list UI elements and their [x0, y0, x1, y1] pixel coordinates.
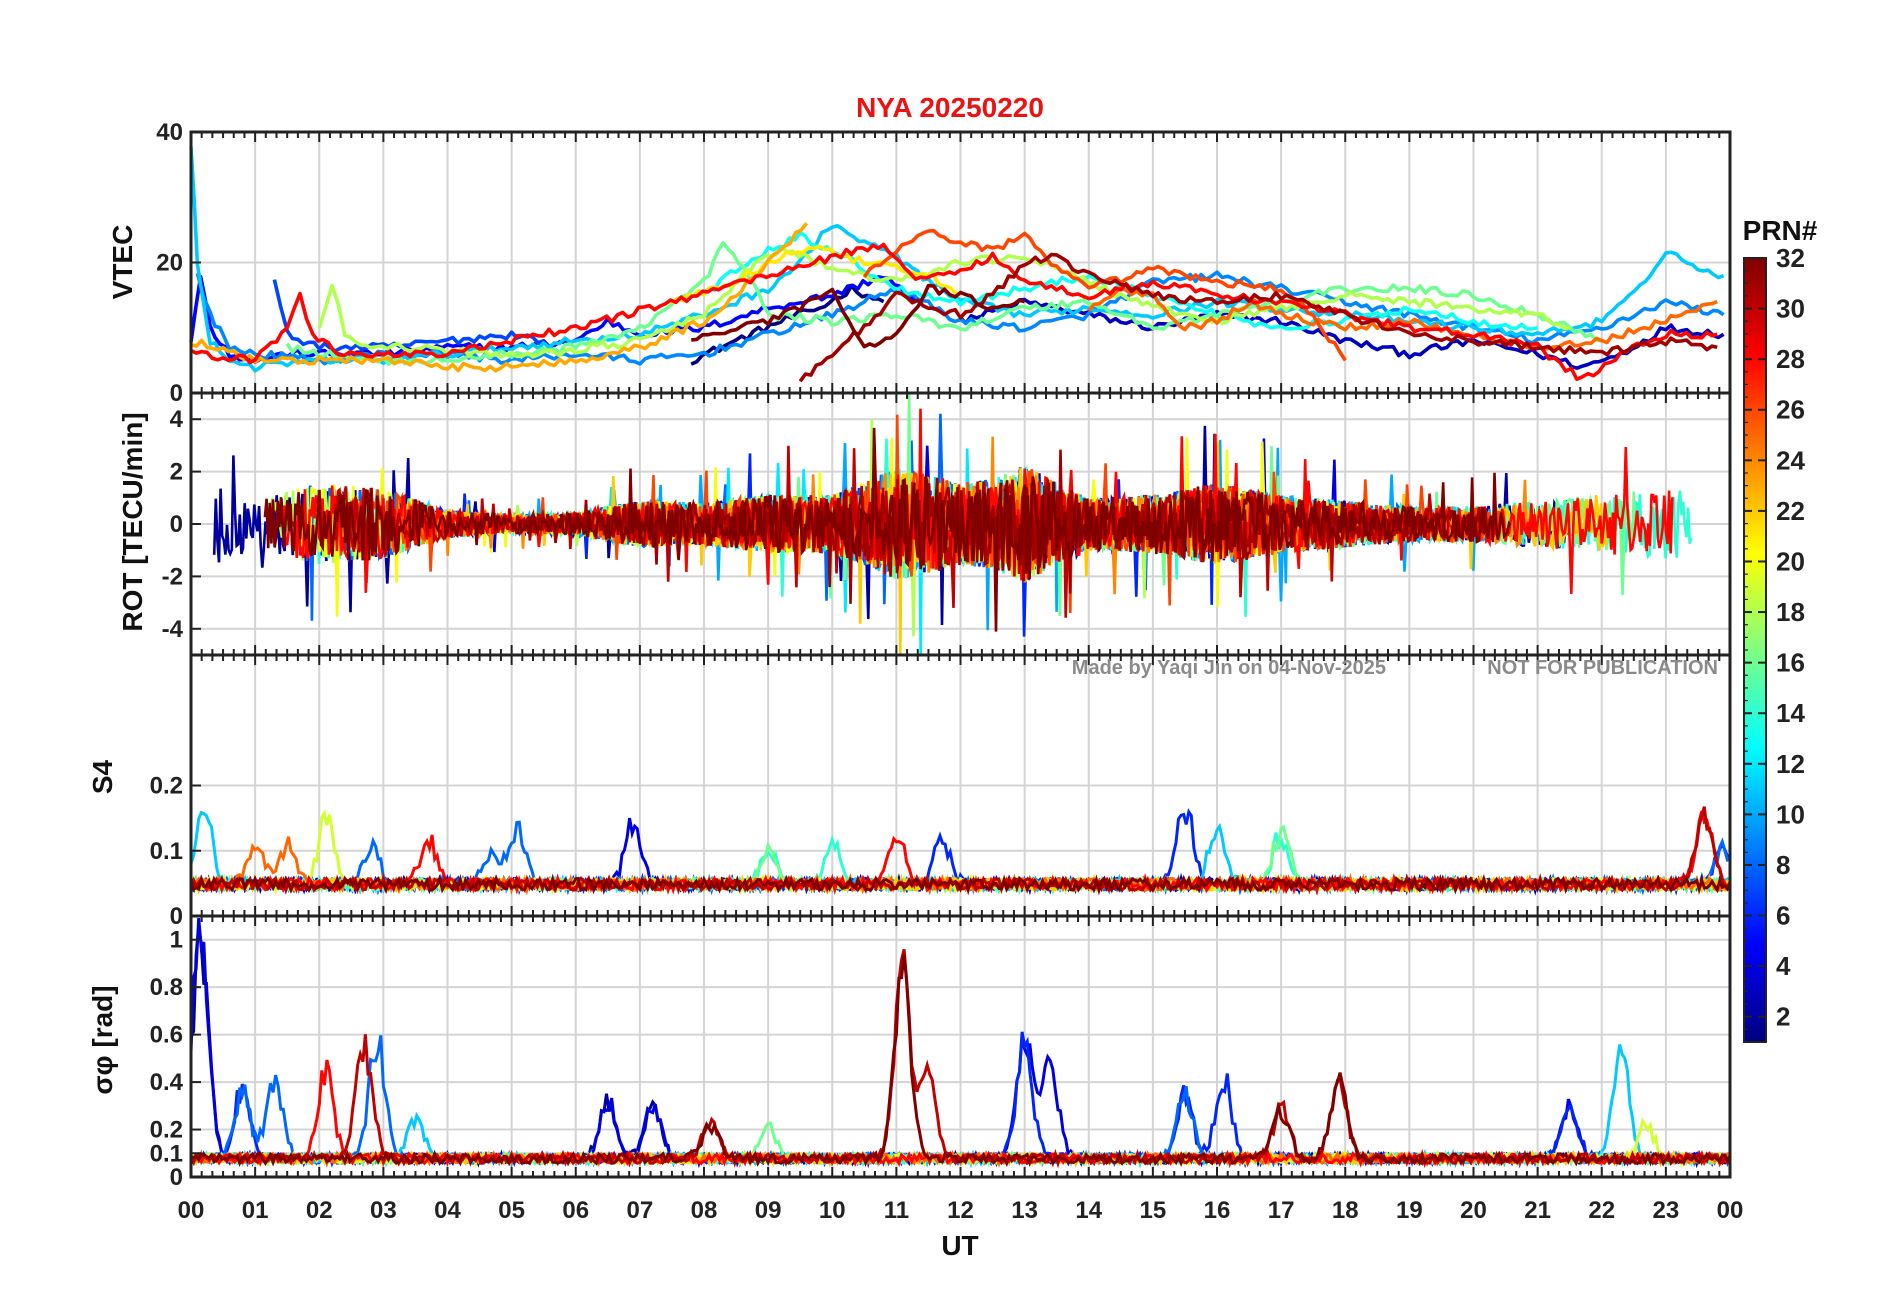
x-tick-label: 04 — [434, 1197, 461, 1224]
y-tick-label: 0 — [170, 903, 183, 930]
vtec-series — [189, 146, 1725, 383]
colorbar-tick-label: 32 — [1776, 243, 1805, 273]
x-tick-label: 07 — [627, 1197, 654, 1224]
vtec-yticks: 0 20 40 — [156, 119, 201, 407]
x-tick-label: 03 — [370, 1197, 397, 1224]
y-tick-label: 40 — [156, 119, 183, 146]
x-tick-label: 22 — [1588, 1197, 1615, 1224]
x-tick-label: 23 — [1653, 1197, 1680, 1224]
sigphi-series-line — [190, 954, 1732, 1168]
x-tick-label: 00 — [178, 1197, 205, 1224]
x-tick-label: 01 — [242, 1197, 269, 1224]
vtec-series-line — [959, 297, 1725, 370]
rot-ylabel: ROT [TECU/min] — [117, 412, 148, 631]
y-tick-label: 0 — [170, 511, 183, 538]
x-tick-label: 12 — [947, 1197, 974, 1224]
x-tick-label: 21 — [1524, 1197, 1551, 1224]
y-tick-label: 2 — [170, 459, 183, 486]
y-tick-label: 1 — [170, 927, 183, 954]
x-tick-label: 16 — [1204, 1197, 1231, 1224]
y-tick-label: 0.1 — [150, 838, 183, 865]
x-tick-label: 00 — [1717, 1197, 1744, 1224]
x-tick-label: 13 — [1011, 1197, 1038, 1224]
rot-yticks: -4 -2 0 2 4 — [162, 406, 201, 643]
y-tick-label: -2 — [162, 563, 183, 590]
sigphi-ylabel: σφ [rad] — [87, 985, 118, 1094]
sigphi-series — [189, 917, 1732, 1169]
vtec-series-line — [285, 241, 1603, 366]
x-tick-label: 15 — [1140, 1197, 1167, 1224]
s4-panel: 0 0.1 0.2 S4 — [87, 653, 1732, 930]
x-tick-label: 14 — [1075, 1197, 1102, 1224]
y-tick-label: -4 — [162, 616, 184, 643]
sigphi-frame — [189, 914, 1732, 1179]
colorbar-title: PRN# — [1743, 215, 1818, 246]
vtec-panel: 0 20 40 VTEC — [107, 119, 1732, 407]
colorbar-tick-label: 18 — [1776, 597, 1805, 627]
colorbar-tick-label: 2 — [1776, 1002, 1790, 1032]
s4-series — [189, 806, 1732, 896]
colorbar-tick-label: 10 — [1776, 799, 1805, 829]
colorbar-tick-label: 4 — [1776, 951, 1791, 981]
sigphi-grid — [190, 916, 1731, 1178]
y-tick-label: 4 — [170, 406, 184, 433]
x-tick-label: 18 — [1332, 1197, 1359, 1224]
s4-ylabel: S4 — [87, 759, 118, 794]
x-tick-label: 06 — [562, 1197, 589, 1224]
x-tick-label: 10 — [819, 1197, 846, 1224]
rot-panel: -4 -2 0 2 4 ROT [TECU/min] — [117, 391, 1732, 657]
colorbar-tick-label: 20 — [1776, 546, 1805, 576]
vtec-series-line — [190, 222, 809, 373]
colorbar-tick-label: 28 — [1776, 344, 1805, 374]
y-tick-label: 0.1 — [150, 1140, 183, 1167]
colorbar-tick-label: 30 — [1776, 294, 1805, 324]
colorbar-tick-label: 16 — [1776, 648, 1805, 678]
y-tick-label: 0 — [170, 380, 183, 407]
colorbar-tick-label: 12 — [1776, 749, 1805, 779]
colorbar-tick-label: 26 — [1776, 395, 1805, 425]
y-tick-label: 0.8 — [150, 974, 183, 1001]
x-tick-label: 08 — [691, 1197, 718, 1224]
colorbar-tick-label: 22 — [1776, 496, 1805, 526]
s4-yticks: 0 0.1 0.2 — [150, 773, 201, 930]
x-axis-label: UT — [941, 1230, 978, 1261]
vtec-series-line — [1087, 285, 1718, 352]
colorbar-tick-label: 24 — [1776, 445, 1805, 475]
colorbar-tick-label: 6 — [1776, 901, 1790, 931]
colorbar-tick-label: 8 — [1776, 850, 1790, 880]
rot-series-line — [263, 427, 1512, 632]
vtec-series-line — [190, 242, 1718, 382]
y-tick-label: 0.2 — [150, 1117, 183, 1144]
x-tick-label: 17 — [1268, 1197, 1295, 1224]
y-tick-label: 0.6 — [150, 1022, 183, 1049]
chart-title: NYA 20250220 — [856, 92, 1044, 123]
colorbar-tick-label: 14 — [1776, 698, 1805, 728]
x-tick-label: 19 — [1396, 1197, 1423, 1224]
watermark-notice: NOT FOR PUBLICATION — [1487, 657, 1718, 679]
y-tick-label: 20 — [156, 250, 183, 277]
sigphi-yticks: 00.10.2 0.4 0.6 0.8 1 — [150, 927, 201, 1191]
y-tick-label: 0 — [170, 1164, 183, 1191]
y-tick-label: 0.2 — [150, 773, 183, 800]
sigphi-panel: 00.10.2 0.4 0.6 0.8 1 σφ [rad] — [87, 914, 1732, 1191]
vtec-series-line — [691, 283, 1026, 349]
vtec-series-line — [317, 246, 1570, 359]
vtec-series-line — [272, 279, 545, 353]
x-tick-label: 05 — [498, 1197, 525, 1224]
x-tick-label: 11 — [884, 1197, 909, 1224]
x-tick-labels: 00 01 02 03 04 05 06 07 08 09 10 11 12 13 14 15 16 17 18 19… — [178, 1197, 1744, 1224]
x-tick-label: 09 — [755, 1197, 782, 1224]
x-tick-label: 02 — [306, 1197, 333, 1224]
y-tick-label: 0.4 — [150, 1069, 184, 1096]
rot-series — [212, 392, 1693, 656]
vtec-series-line — [798, 252, 1718, 383]
watermark-author: Made by Yaqi Jin on 04-Nov-2025 — [1072, 657, 1386, 679]
s4-series-line — [189, 873, 1732, 896]
vtec-ylabel: VTEC — [107, 225, 138, 300]
x-tick-label: 20 — [1460, 1197, 1487, 1224]
